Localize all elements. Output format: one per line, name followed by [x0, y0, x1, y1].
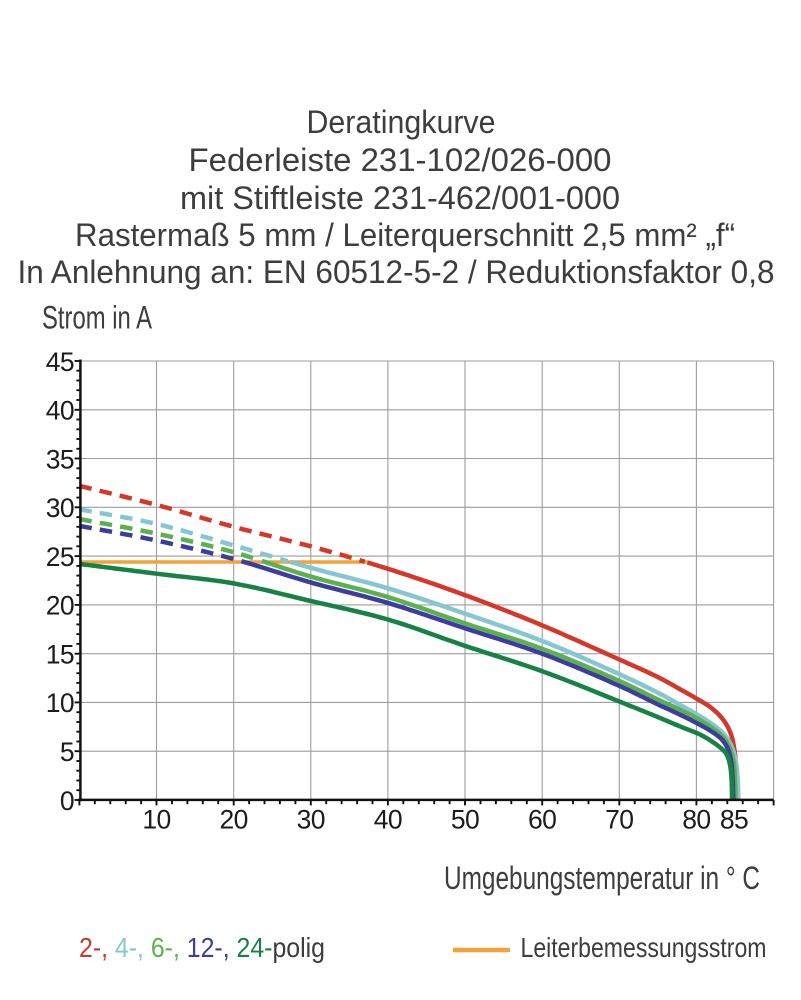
svg-text:2-, 4-, 6-, 12-, 24-polig: 2-, 4-, 6-, 12-, 24-polig: [79, 932, 325, 963]
svg-text:Rastermaß 5 mm / Leiterquersch: Rastermaß 5 mm / Leiterquerschnitt 2,5 m…: [75, 217, 735, 253]
svg-text:Deratingkurve: Deratingkurve: [307, 104, 496, 140]
svg-text:85: 85: [720, 805, 748, 835]
svg-text:mit Stiftleiste 231-462/001-00: mit Stiftleiste 231-462/001-000: [180, 180, 620, 216]
svg-text:50: 50: [451, 805, 479, 835]
svg-text:40: 40: [374, 805, 402, 835]
svg-text:20: 20: [220, 805, 248, 835]
svg-text:80: 80: [682, 805, 710, 835]
svg-text:Strom in A: Strom in A: [42, 300, 152, 336]
svg-text:Umgebungstemperatur in ° C: Umgebungstemperatur in ° C: [444, 860, 760, 896]
svg-text:35: 35: [46, 444, 74, 474]
svg-text:10: 10: [46, 688, 74, 718]
svg-text:30: 30: [46, 493, 74, 523]
svg-text:45: 45: [46, 347, 74, 377]
svg-text:40: 40: [46, 396, 74, 426]
svg-text:70: 70: [605, 805, 633, 835]
svg-text:5: 5: [60, 737, 74, 767]
svg-text:60: 60: [528, 805, 556, 835]
svg-text:15: 15: [46, 640, 74, 670]
svg-text:Leiterbemessungsstrom: Leiterbemessungsstrom: [521, 932, 767, 963]
svg-text:10: 10: [142, 805, 170, 835]
svg-text:30: 30: [297, 805, 325, 835]
svg-text:25: 25: [46, 542, 74, 572]
svg-text:20: 20: [46, 591, 74, 621]
svg-text:Federleiste 231-102/026-000: Federleiste 231-102/026-000: [189, 142, 612, 178]
svg-text:0: 0: [60, 786, 74, 816]
svg-text:In Anlehnung an: EN 60512-5-2: In Anlehnung an: EN 60512-5-2 / Reduktio…: [18, 254, 775, 290]
